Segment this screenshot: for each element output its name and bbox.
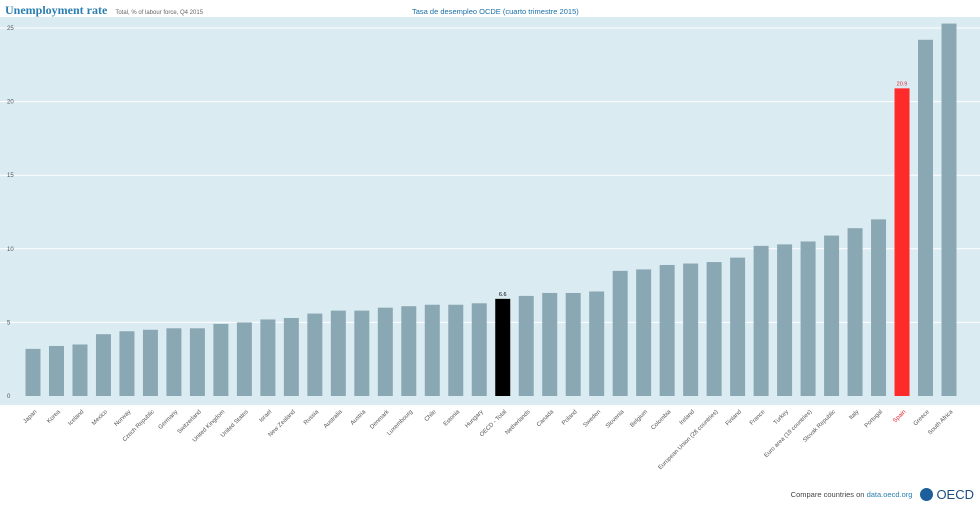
x-tick-label: France — [749, 409, 767, 427]
bar-czech-republic — [142, 329, 158, 396]
chart-heading-spanish: Tasa de desempleo OCDE (cuarto trimestre… — [412, 7, 579, 16]
bar-slovak-republic — [824, 235, 840, 396]
footer-text: Compare countries on data.oecd.org — [791, 490, 913, 499]
bar-luxembourg — [401, 306, 417, 396]
x-tick-label: Israel — [259, 409, 274, 424]
bar-denmark — [377, 307, 393, 396]
x-tick-label: Sweden — [583, 409, 603, 429]
x-tick-label: Finland — [725, 409, 743, 427]
bar-new-zealand — [283, 317, 299, 396]
chart-header: Unemployment rate Total, % of labour for… — [5, 3, 203, 18]
footer: Compare countries on data.oecd.org OECD — [791, 487, 974, 502]
x-tick-label: Euro area (19 countries) — [763, 409, 813, 459]
bar-spain — [894, 88, 910, 397]
x-tick-label: Poland — [561, 409, 578, 426]
data-label: 6.6 — [499, 292, 507, 298]
y-tick-label: 5 — [7, 320, 11, 326]
bar-norway — [119, 331, 135, 396]
x-tick-label: Hungary — [464, 409, 484, 429]
bar-slovenia — [612, 270, 628, 396]
chart-title: Unemployment rate — [5, 3, 108, 17]
bar-colombia — [659, 264, 675, 396]
bar-south-africa — [941, 23, 957, 397]
bar-russia — [307, 313, 323, 396]
x-tick-label: Norway — [114, 409, 133, 428]
bar-mexico — [95, 334, 111, 396]
bar-portugal — [871, 219, 887, 396]
chart-subtitle: Total, % of labour force, Q4 2015 — [115, 10, 204, 16]
bar-belgium — [636, 269, 652, 396]
bar-chart: 0 5 10 15 20 25 Japan Korea Iceland Mexico Norway C… — [0, 17, 980, 471]
x-tick-label: Slovenia — [605, 409, 626, 430]
bar-turkey — [777, 244, 793, 396]
x-tick-label: Japan — [23, 409, 39, 425]
x-tick-label: Canada — [536, 409, 556, 429]
x-tick-label: Colombia — [650, 409, 673, 432]
bar-united-states — [236, 322, 252, 396]
x-tick-label: Spain — [892, 409, 907, 424]
bar-switzerland — [189, 328, 205, 396]
y-tick-label: 25 — [7, 26, 14, 32]
x-tick-label: Denmark — [369, 408, 391, 430]
x-tick-label: Turkey — [773, 409, 790, 426]
plot-background — [0, 17, 980, 405]
bar-austria — [354, 310, 370, 396]
oecd-logo: OECD — [920, 487, 974, 502]
x-tick-label: Greece — [913, 409, 932, 428]
bar-korea — [48, 345, 64, 396]
x-tick-label: Ireland — [679, 409, 696, 426]
bar-greece — [918, 39, 934, 396]
logo-text: OECD — [936, 487, 974, 502]
y-tick-label: 15 — [7, 173, 14, 179]
x-tick-label: Estonia — [443, 409, 462, 428]
bar-canada — [542, 292, 558, 396]
bar-united-kingdom — [213, 323, 229, 396]
x-tick-label: Italy — [848, 409, 860, 421]
bar-japan — [25, 348, 41, 396]
x-tick-label: Portugal — [864, 409, 884, 429]
bar-iceland — [72, 344, 88, 396]
bar-australia — [330, 310, 346, 396]
x-tick-label: Iceland — [67, 409, 85, 427]
data-oecd-link[interactable]: data.oecd.org — [866, 490, 913, 499]
footer-label: Compare countries on — [790, 490, 865, 499]
bar-france — [753, 245, 769, 396]
bar-netherlands — [518, 295, 534, 396]
x-tick-label: Australia — [323, 409, 344, 430]
x-tick-label: Netherlands — [505, 409, 532, 436]
bar-estonia — [448, 304, 464, 396]
bar-chile — [424, 304, 440, 396]
bar-ireland — [683, 263, 699, 396]
x-tick-label: Chile — [424, 409, 438, 423]
bar-hungary — [471, 303, 487, 396]
globe-icon — [920, 488, 934, 501]
bar-israel — [260, 319, 276, 396]
bar-oecd-total — [495, 298, 511, 396]
x-tick-label: Korea — [46, 409, 62, 425]
bar-sweden — [589, 291, 605, 396]
x-tick-label: South Africa — [927, 409, 955, 437]
x-tick-label: Germany — [158, 409, 180, 431]
data-label: 20.9 — [897, 81, 908, 87]
bar-italy — [847, 228, 863, 396]
x-tick-label: Austria — [350, 409, 368, 427]
y-tick-label: 10 — [7, 247, 14, 253]
y-tick-label: 20 — [7, 100, 14, 106]
bar-finland — [730, 257, 746, 396]
x-tick-label: Mexico — [91, 409, 109, 427]
x-tick-label: Russia — [303, 409, 321, 427]
bar-germany — [166, 328, 182, 396]
bar-european-union-28-countries- — [706, 262, 722, 396]
x-tick-label: Belgium — [630, 409, 650, 429]
bar-euro-area-19-countries- — [800, 241, 816, 396]
bar-poland — [565, 292, 581, 396]
y-tick-label: 0 — [7, 394, 11, 400]
